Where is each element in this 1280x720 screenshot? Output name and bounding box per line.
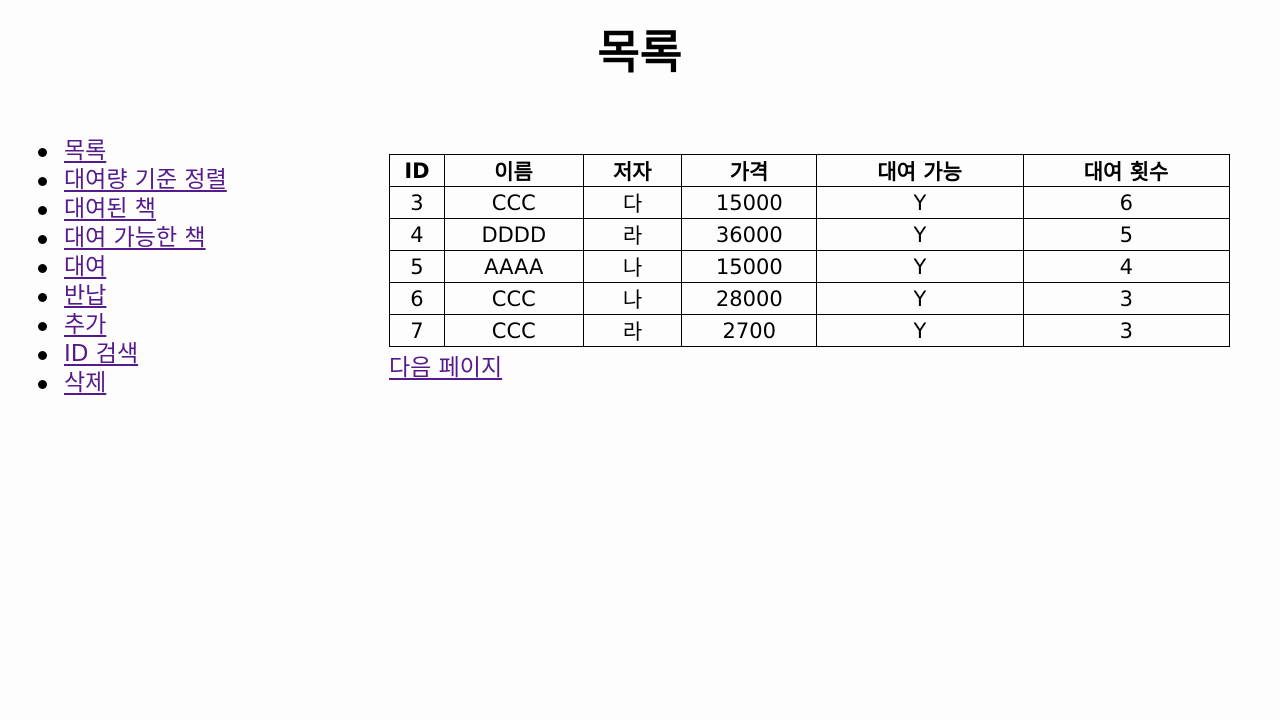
nav-item-return: 반납 — [22, 282, 227, 311]
nav-link-return[interactable]: 반납 — [64, 283, 107, 309]
nav-item-add: 추가 — [22, 311, 227, 340]
nav-link-sort-by-rentals[interactable]: 대여량 기준 정렬 — [64, 167, 227, 193]
cell-id: 6 — [389, 282, 445, 315]
table-header-row: ID 이름 저자 가격 대여 가능 대여 횟수 — [389, 154, 1231, 187]
cell-rent-count: 6 — [1022, 186, 1231, 219]
header-rent-count: 대여 횟수 — [1022, 154, 1231, 187]
cell-id: 7 — [389, 314, 445, 347]
header-author: 저자 — [582, 154, 683, 187]
nav-link-list[interactable]: 목록 — [64, 138, 107, 164]
cell-author: 나 — [582, 250, 683, 283]
cell-rent-count: 5 — [1022, 218, 1231, 251]
cell-author: 다 — [582, 186, 683, 219]
cell-id: 4 — [389, 218, 445, 251]
nav-link-id-search[interactable]: ID 검색 — [64, 341, 139, 367]
cell-id: 3 — [389, 186, 445, 219]
table-row: 4 DDDD 라 36000 Y 5 — [389, 218, 1231, 251]
cell-price: 15000 — [681, 186, 818, 219]
cell-name: AAAA — [443, 250, 584, 283]
next-page-link[interactable]: 다음 페이지 — [389, 355, 503, 381]
nav-item-sort-by-rentals: 대여량 기준 정렬 — [22, 166, 227, 195]
nav-item-available-books: 대여 가능한 책 — [22, 224, 227, 253]
cell-name: CCC — [443, 186, 584, 219]
cell-price: 2700 — [681, 314, 818, 347]
cell-rent-count: 4 — [1022, 250, 1231, 283]
cell-name: DDDD — [443, 218, 584, 251]
header-available: 대여 가능 — [816, 154, 1024, 187]
cell-name: CCC — [443, 282, 584, 315]
cell-rent-count: 3 — [1022, 282, 1231, 315]
header-name: 이름 — [443, 154, 584, 187]
cell-author: 라 — [582, 314, 683, 347]
cell-author: 라 — [582, 218, 683, 251]
nav-item-rented-books: 대여된 책 — [22, 195, 227, 224]
nav-item-rent: 대여 — [22, 253, 227, 282]
cell-price: 28000 — [681, 282, 818, 315]
nav-item-delete: 삭제 — [22, 369, 227, 398]
table-row: 3 CCC 다 15000 Y 6 — [389, 186, 1231, 219]
header-id: ID — [389, 154, 445, 187]
cell-author: 나 — [582, 282, 683, 315]
nav-item-list: 목록 — [22, 137, 227, 166]
cell-available: Y — [816, 314, 1024, 347]
cell-available: Y — [816, 218, 1024, 251]
cell-available: Y — [816, 186, 1024, 219]
cell-id: 5 — [389, 250, 445, 283]
nav-link-rent[interactable]: 대여 — [64, 254, 107, 280]
page-title: 목록 — [597, 25, 683, 79]
cell-price: 15000 — [681, 250, 818, 283]
nav-link-available-books[interactable]: 대여 가능한 책 — [64, 225, 206, 251]
cell-available: Y — [816, 250, 1024, 283]
nav-link-delete[interactable]: 삭제 — [64, 370, 107, 396]
nav-menu: 목록 대여량 기준 정렬 대여된 책 대여 가능한 책 대여 반납 추가 ID … — [22, 137, 227, 398]
cell-rent-count: 3 — [1022, 314, 1231, 347]
header-price: 가격 — [681, 154, 818, 187]
nav-link-rented-books[interactable]: 대여된 책 — [64, 196, 156, 222]
nav-item-id-search: ID 검색 — [22, 340, 227, 369]
table-row: 5 AAAA 나 15000 Y 4 — [389, 250, 1231, 283]
cell-name: CCC — [443, 314, 584, 347]
table-row: 6 CCC 나 28000 Y 3 — [389, 282, 1231, 315]
nav-link-add[interactable]: 추가 — [64, 312, 107, 338]
content-area: ID 이름 저자 가격 대여 가능 대여 횟수 3 CCC 다 15000 Y … — [389, 154, 1231, 382]
cell-available: Y — [816, 282, 1024, 315]
cell-price: 36000 — [681, 218, 818, 251]
table-row: 7 CCC 라 2700 Y 3 — [389, 314, 1231, 347]
book-table: ID 이름 저자 가격 대여 가능 대여 횟수 3 CCC 다 15000 Y … — [389, 154, 1231, 347]
